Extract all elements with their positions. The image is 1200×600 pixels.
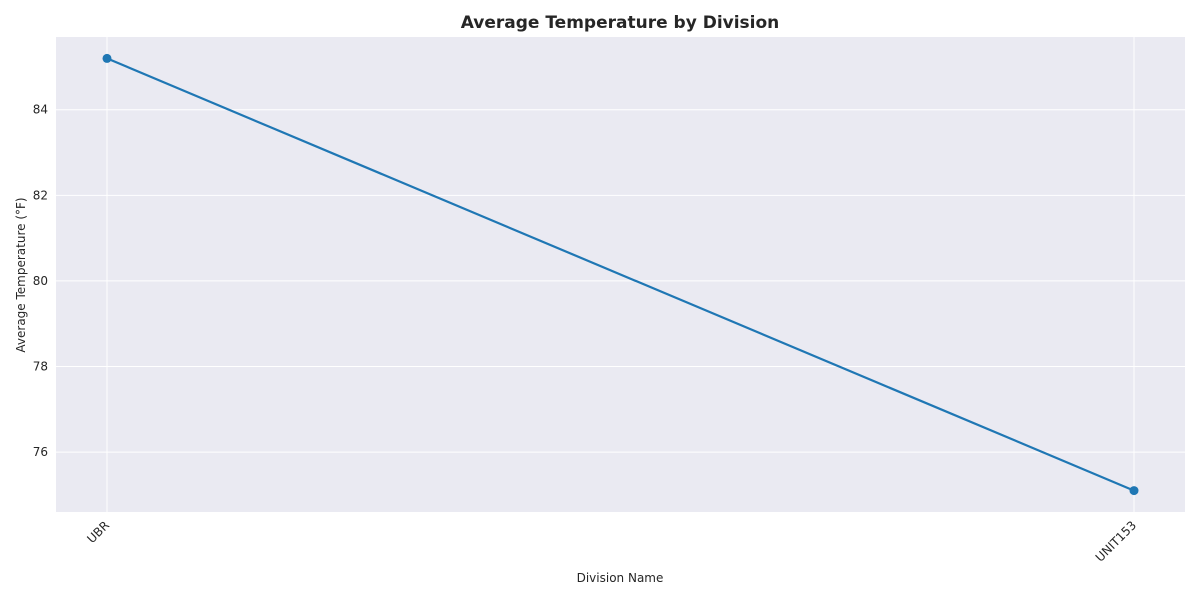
x-tick-label: UBR [84, 518, 112, 546]
chart-title: Average Temperature by Division [461, 13, 780, 33]
x-tick-label: UNIT153 [1093, 518, 1139, 564]
grid-lines [56, 37, 1185, 512]
x-axis-label: Division Name [577, 571, 664, 585]
y-tick-label: 78 [33, 360, 48, 374]
y-tick-label: 82 [33, 188, 48, 202]
data-point [102, 53, 112, 63]
y-tick-label: 76 [33, 445, 48, 459]
y-tick-label: 84 [33, 103, 48, 117]
x-axis-ticks: UBR UNIT153 [84, 518, 1139, 564]
y-axis-label: Average Temperature (°F) [14, 197, 28, 352]
data-point [1129, 486, 1139, 496]
series-layer [102, 53, 1139, 496]
series-line [106, 57, 1135, 492]
y-axis-ticks: 76 78 80 82 84 [33, 103, 48, 459]
y-tick-label: 80 [33, 274, 48, 288]
